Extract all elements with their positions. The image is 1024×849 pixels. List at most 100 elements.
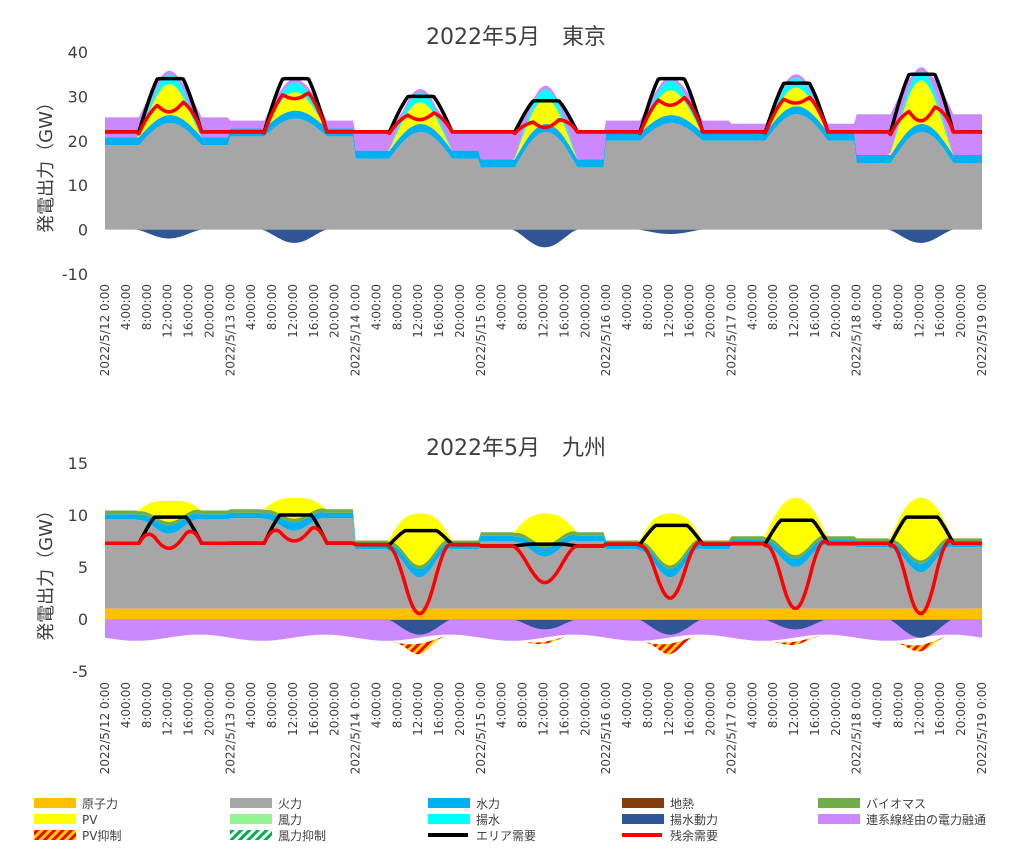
legend-swatch: [34, 798, 76, 808]
x-tick-label: 12:00:00: [286, 284, 300, 338]
pumping-power-area: [105, 229, 982, 248]
x-tick-label: 2022/5/19 0:00: [975, 682, 989, 774]
x-tick-label: 16:00:00: [182, 284, 196, 338]
x-tick-label: 4:00:00: [244, 682, 258, 728]
x-tick-label: 2022/5/15 0:00: [474, 682, 488, 774]
x-tick-label: 2022/5/16 0:00: [599, 682, 613, 774]
x-tick-label: 2022/5/17 0:00: [724, 284, 738, 376]
x-tick-label: 8:00:00: [766, 284, 780, 330]
chart1-stacked-areas: [105, 67, 982, 248]
legend-swatch: [230, 798, 272, 808]
y-tick-label: 30: [68, 87, 88, 106]
legend-label: 残余需要: [670, 828, 718, 843]
y-tick-label: 10: [68, 506, 88, 525]
x-tick-label: 12:00:00: [537, 284, 551, 338]
legend-label: 地熱: [670, 797, 694, 811]
x-tick-label: 20:00:00: [829, 284, 843, 338]
pv-area: [105, 497, 982, 566]
y-tick-label: 10: [68, 176, 88, 195]
x-tick-label: 20:00:00: [202, 284, 216, 338]
legend-label: 原子力: [82, 797, 118, 811]
x-tick-label: 12:00:00: [787, 682, 801, 736]
interconnect-area: [105, 619, 982, 641]
x-tick-label: 4:00:00: [495, 682, 509, 728]
legend-label: 連系線経由の電力融通: [866, 812, 986, 827]
x-tick-label: 4:00:00: [871, 682, 885, 728]
legend-label: 火力: [278, 797, 302, 811]
chart2-y-tick-labels: 15 10 5 0 -5: [68, 454, 88, 681]
legend-label: PV抑制: [82, 828, 121, 843]
x-tick-label: 16:00:00: [307, 682, 321, 736]
x-tick-label: 16:00:00: [557, 284, 571, 338]
x-tick-label: 2022/5/12 0:00: [98, 284, 112, 376]
x-tick-label: 4:00:00: [495, 284, 509, 330]
x-tick-label: 8:00:00: [140, 284, 154, 330]
y-tick-label: -5: [72, 662, 88, 681]
x-tick-label: 2022/5/18 0:00: [850, 284, 864, 376]
x-tick-label: 20:00:00: [578, 682, 592, 736]
x-tick-label: 2022/5/14 0:00: [349, 284, 363, 376]
y-tick-label: 0: [78, 221, 88, 240]
x-tick-label: 4:00:00: [745, 284, 759, 330]
legend-swatch: [34, 814, 76, 824]
x-tick-label: 4:00:00: [620, 682, 634, 728]
chart1-lines: [105, 72, 982, 137]
x-tick-label: 20:00:00: [704, 682, 718, 736]
x-tick-label: 20:00:00: [453, 682, 467, 736]
x-tick-label: 8:00:00: [892, 284, 906, 330]
x-tick-label: 16:00:00: [182, 682, 196, 736]
x-tick-label: 16:00:00: [933, 284, 947, 338]
x-tick-label: 8:00:00: [390, 284, 404, 330]
x-tick-label: 16:00:00: [933, 682, 947, 736]
x-tick-label: 2022/5/18 0:00: [850, 682, 864, 774]
legend-label: エリア需要: [476, 829, 536, 843]
x-tick-label: 16:00:00: [557, 682, 571, 736]
x-tick-label: 12:00:00: [537, 682, 551, 736]
legend-swatch: [622, 814, 664, 824]
x-tick-label: 4:00:00: [244, 284, 258, 330]
x-tick-label: 4:00:00: [119, 284, 133, 330]
x-tick-label: 16:00:00: [683, 682, 697, 736]
chart2-ylabel: 発電出力（GW）: [36, 501, 57, 641]
x-tick-label: 8:00:00: [140, 682, 154, 728]
x-tick-label: 8:00:00: [766, 682, 780, 728]
x-tick-label: 12:00:00: [662, 284, 676, 338]
y-tick-label: 40: [68, 43, 88, 62]
legend-label: 揚水: [476, 813, 500, 827]
x-tick-label: 16:00:00: [808, 682, 822, 736]
nuclear-area: [105, 608, 982, 619]
x-tick-label: 8:00:00: [516, 682, 530, 728]
x-tick-label: 4:00:00: [370, 284, 384, 330]
x-tick-label: 8:00:00: [641, 682, 655, 728]
x-tick-label: 16:00:00: [307, 284, 321, 338]
x-tick-label: 12:00:00: [912, 682, 926, 736]
x-tick-label: 2022/5/13 0:00: [223, 682, 237, 774]
chart1-title: 2022年5月 東京: [426, 25, 606, 50]
legend-swatch: [622, 798, 664, 808]
chart2-title: 2022年5月 九州: [426, 436, 606, 461]
x-tick-label: 12:00:00: [662, 682, 676, 736]
x-tick-label: 12:00:00: [912, 284, 926, 338]
y-tick-label: -10: [62, 265, 88, 284]
pumping-power-area: [105, 620, 982, 638]
x-tick-label: 8:00:00: [516, 284, 530, 330]
x-tick-label: 2022/5/14 0:00: [349, 682, 363, 774]
x-tick-label: 20:00:00: [704, 284, 718, 338]
chart2-stacked-areas: [105, 497, 982, 655]
x-tick-label: 4:00:00: [119, 682, 133, 728]
legend-label: 風力抑制: [278, 828, 326, 843]
x-tick-label: 2022/5/19 0:00: [975, 284, 989, 376]
legend-label: 風力: [278, 813, 302, 827]
legend-swatch: [818, 798, 860, 808]
x-tick-label: 20:00:00: [202, 682, 216, 736]
x-tick-label: 2022/5/15 0:00: [474, 284, 488, 376]
x-tick-label: 12:00:00: [787, 284, 801, 338]
legend-swatch: [230, 830, 272, 840]
x-tick-label: 8:00:00: [641, 284, 655, 330]
y-tick-label: 5: [78, 558, 88, 577]
pv-area: [105, 80, 982, 160]
x-tick-label: 12:00:00: [411, 682, 425, 736]
legend-label: PV: [82, 813, 98, 827]
chart1-ylabel: 発電出力（GW）: [36, 93, 57, 233]
